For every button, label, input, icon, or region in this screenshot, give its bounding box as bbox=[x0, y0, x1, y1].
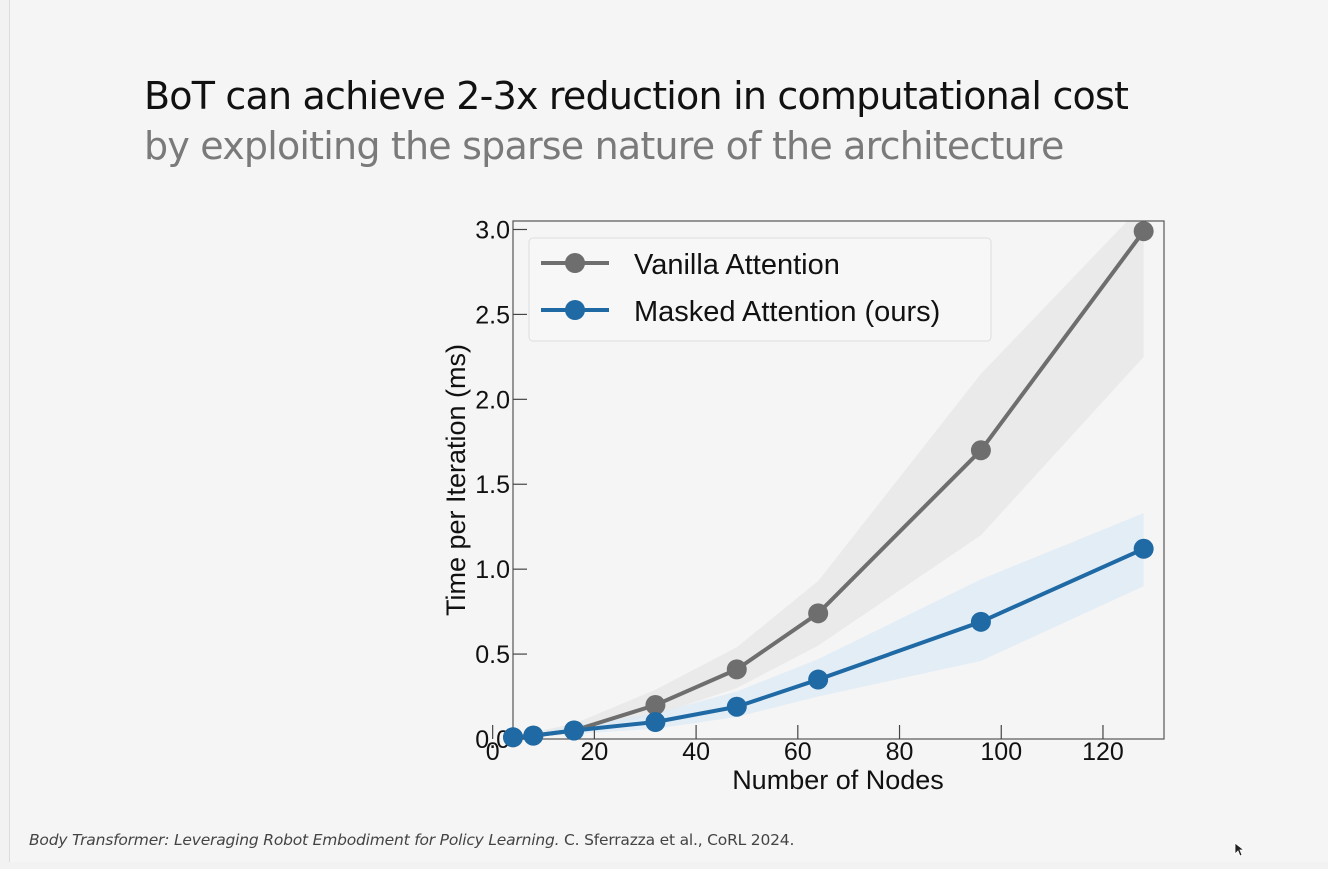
series-lines bbox=[503, 221, 1154, 748]
x-tick-label: 80 bbox=[886, 738, 914, 766]
band-vanilla bbox=[513, 221, 1144, 739]
slide-title: BoT can achieve 2-3x reduction in comput… bbox=[144, 74, 1129, 118]
point-vanilla bbox=[645, 695, 666, 716]
point-vanilla bbox=[808, 603, 829, 624]
y-tick-label: 1.5 bbox=[475, 471, 510, 499]
point-masked bbox=[645, 712, 666, 733]
y-tick-label: 1.0 bbox=[475, 556, 510, 584]
x-tick-label: 60 bbox=[784, 738, 812, 766]
plot-frame bbox=[512, 220, 1165, 740]
confidence-bands bbox=[513, 221, 1144, 739]
x-tick-label: 0 bbox=[486, 738, 500, 766]
point-vanilla bbox=[970, 440, 991, 461]
point-masked bbox=[970, 611, 991, 632]
point-masked bbox=[564, 720, 585, 741]
x-tick-label: 40 bbox=[682, 738, 710, 766]
point-masked bbox=[1133, 538, 1154, 559]
band-masked bbox=[513, 513, 1144, 739]
citation-paper-title: Body Transformer: Leveraging Robot Embod… bbox=[29, 831, 560, 849]
y-axis-label: Time per Iteration (ms) bbox=[441, 344, 471, 616]
point-masked bbox=[523, 725, 544, 746]
legend-marker-vanilla bbox=[565, 253, 585, 273]
legend: Vanilla Attention Masked Attention (ours… bbox=[528, 237, 992, 342]
x-tick-label: 100 bbox=[980, 738, 1022, 766]
legend-box bbox=[528, 237, 992, 342]
point-vanilla bbox=[726, 659, 747, 680]
x-axis-label: Number of Nodes bbox=[732, 765, 944, 795]
slide-subtitle: by exploiting the sparse nature of the a… bbox=[144, 124, 1064, 168]
y-tick-label: 3.0 bbox=[475, 216, 510, 244]
point-masked bbox=[503, 727, 523, 748]
citation-authors: C. Sferrazza et al., CoRL 2024. bbox=[559, 831, 795, 849]
y-tick-label: 2.0 bbox=[475, 386, 510, 414]
x-tick-label: 20 bbox=[580, 738, 608, 766]
legend-label-vanilla: Vanilla Attention bbox=[634, 249, 840, 281]
point-masked bbox=[808, 669, 829, 690]
mouse-cursor-icon bbox=[1234, 842, 1246, 857]
axes: 0.00.51.01.52.02.53.00 20 40 60 80 100 120 bbox=[475, 216, 1124, 766]
legend-marker-masked bbox=[565, 300, 585, 320]
point-vanilla bbox=[1133, 221, 1154, 242]
x-tick-label: 120 bbox=[1082, 738, 1124, 766]
y-tick-label: 2.5 bbox=[475, 301, 510, 329]
legend-label-masked: Masked Attention (ours) bbox=[634, 296, 940, 328]
y-tick-label: 0.5 bbox=[475, 641, 510, 669]
point-masked bbox=[726, 696, 747, 717]
citation: Body Transformer: Leveraging Robot Embod… bbox=[29, 831, 794, 849]
